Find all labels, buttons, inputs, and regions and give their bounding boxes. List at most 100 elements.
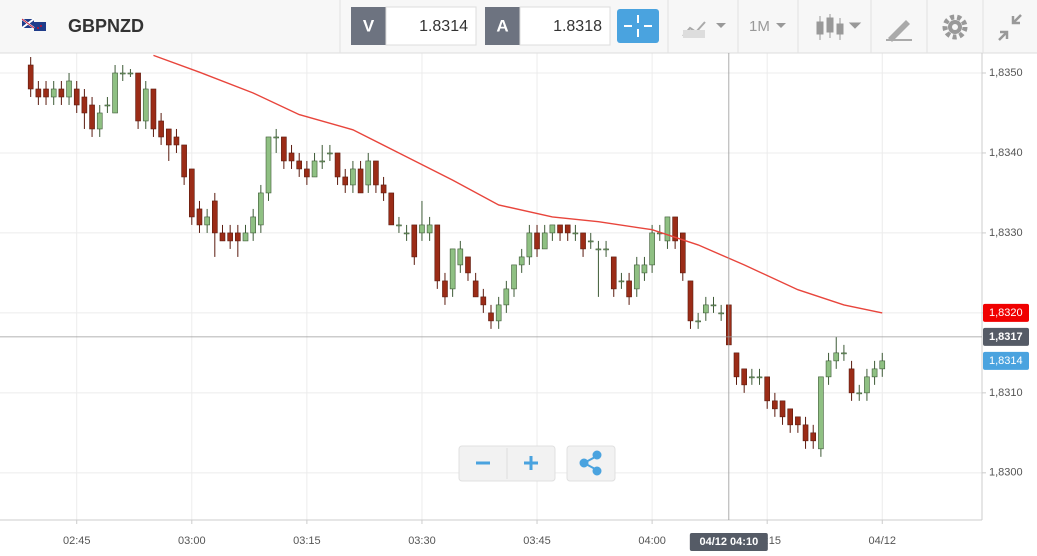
candle-body bbox=[687, 280, 694, 322]
candle-body bbox=[741, 368, 747, 386]
candle-body bbox=[787, 408, 794, 426]
candle-body bbox=[633, 264, 640, 290]
candle-body bbox=[288, 152, 295, 162]
candle-body bbox=[795, 416, 801, 426]
x-tick-label: 03:00 bbox=[178, 535, 206, 547]
candle-body bbox=[396, 224, 402, 227]
candle-body bbox=[403, 232, 410, 235]
candle-body bbox=[503, 288, 510, 306]
share-button[interactable] bbox=[566, 445, 616, 482]
zoom-in-button[interactable] bbox=[524, 456, 538, 470]
candle-body bbox=[856, 392, 863, 395]
candle-body bbox=[733, 352, 740, 378]
candle-body bbox=[488, 312, 494, 322]
ask-label: A bbox=[496, 16, 508, 35]
share-icon bbox=[579, 450, 602, 476]
settings-button[interactable] bbox=[942, 14, 968, 40]
candle-body bbox=[603, 248, 609, 251]
candle-body bbox=[518, 256, 525, 266]
candle-body bbox=[710, 304, 717, 307]
candle-body bbox=[818, 376, 824, 450]
plot-area bbox=[27, 54, 886, 457]
candle-body bbox=[66, 80, 72, 98]
candle-body bbox=[27, 64, 34, 90]
candle-body bbox=[534, 232, 540, 250]
candle-body bbox=[112, 72, 118, 114]
candle-body bbox=[649, 232, 655, 266]
candle-body bbox=[89, 104, 95, 130]
candle-body bbox=[181, 144, 187, 178]
candle-body bbox=[357, 168, 364, 194]
crosshair-icon bbox=[624, 15, 652, 37]
candle-body bbox=[465, 256, 471, 274]
candle-body bbox=[388, 192, 395, 226]
candle-body bbox=[871, 368, 878, 378]
candle-body bbox=[618, 280, 625, 283]
crosshair-x-label: 04/12 04:10 bbox=[699, 536, 758, 548]
candle-body bbox=[165, 128, 172, 146]
ask-price: 1.8318 bbox=[553, 18, 602, 35]
candle-body bbox=[764, 376, 770, 402]
candle-body bbox=[135, 72, 141, 122]
candle-body bbox=[150, 88, 157, 130]
ask-button[interactable] bbox=[485, 7, 520, 45]
candle-body bbox=[449, 248, 456, 290]
candle-body bbox=[672, 216, 678, 242]
candle-body bbox=[342, 176, 349, 186]
bid-button[interactable] bbox=[351, 7, 386, 45]
candle-body bbox=[848, 368, 855, 394]
candle-body bbox=[96, 112, 103, 130]
candle-body bbox=[626, 280, 632, 298]
candle-body bbox=[718, 312, 724, 315]
candle-body bbox=[664, 216, 671, 242]
candle-body bbox=[119, 72, 126, 75]
candle-body bbox=[142, 88, 149, 122]
collapse-button[interactable] bbox=[998, 14, 1022, 41]
candle-body bbox=[212, 200, 218, 234]
x-tick-label: 03:15 bbox=[293, 535, 321, 547]
candle-body bbox=[564, 224, 571, 234]
candle-body bbox=[73, 88, 80, 106]
candle-body bbox=[365, 160, 372, 186]
candle-body bbox=[173, 136, 180, 146]
candle-body bbox=[81, 96, 88, 114]
candle-body bbox=[810, 432, 817, 442]
ask-box bbox=[519, 6, 611, 46]
candle-body bbox=[557, 224, 563, 234]
candle-body bbox=[43, 88, 49, 98]
candle-style-button[interactable] bbox=[816, 14, 862, 40]
crosshair-y-label: 1,8317 bbox=[989, 331, 1023, 343]
candle-body bbox=[219, 232, 226, 242]
timeframe[interactable]: 1M bbox=[749, 18, 770, 35]
y-tick-label: 1,8330 bbox=[989, 227, 1023, 239]
price-tag-label: 1,8320 bbox=[989, 307, 1023, 319]
candle-body bbox=[580, 232, 586, 250]
candle-body bbox=[373, 160, 379, 186]
candle-body bbox=[196, 208, 203, 226]
candle-body bbox=[695, 320, 701, 323]
candle-body bbox=[541, 232, 548, 250]
chart-type-button[interactable] bbox=[682, 21, 726, 38]
crosshair-y-tag bbox=[983, 327, 1029, 346]
crosshair-button[interactable] bbox=[617, 9, 659, 43]
x-tick-label: 04/12 bbox=[869, 535, 897, 547]
candle-body bbox=[273, 136, 279, 139]
candle-body bbox=[703, 304, 709, 314]
candle-body bbox=[434, 224, 441, 282]
candle-body bbox=[235, 232, 241, 242]
toolbar: GBPNZD V 1.8314 A 1.8318 1M bbox=[0, 0, 1037, 54]
drawing-button[interactable] bbox=[886, 20, 912, 42]
y-tick-label: 1,8340 bbox=[989, 147, 1023, 159]
candle-body bbox=[749, 376, 755, 379]
candle-body bbox=[841, 352, 847, 355]
candle-body bbox=[480, 296, 487, 306]
candle-body bbox=[641, 264, 648, 274]
candle-body bbox=[58, 88, 65, 98]
candle-body bbox=[265, 136, 272, 194]
y-tick-label: 1,8300 bbox=[989, 467, 1023, 479]
candle-body bbox=[779, 400, 786, 418]
symbol: GBPNZD bbox=[68, 16, 144, 36]
candle-body bbox=[472, 280, 479, 298]
candle-body bbox=[296, 160, 303, 170]
